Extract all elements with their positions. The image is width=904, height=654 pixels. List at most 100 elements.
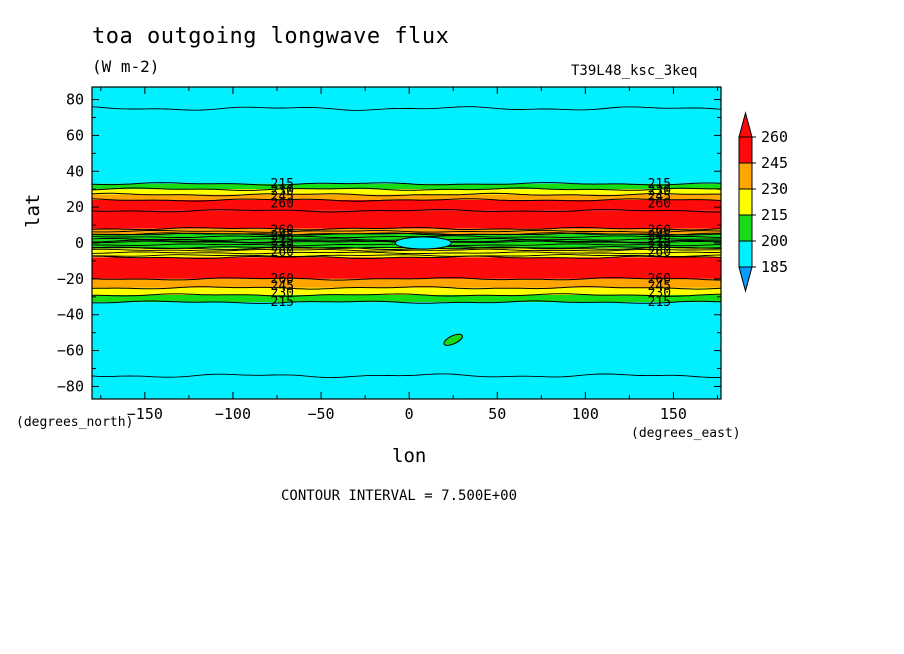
x-axis-unit-label: (degrees_east) — [631, 426, 741, 441]
contour-band — [92, 210, 721, 229]
contour-line — [92, 182, 721, 186]
y-axis-ticks: 80 60 40 20 0 −20 −40 −60 −80 — [57, 91, 721, 395]
y-axis-label: lat — [22, 193, 44, 228]
colorbar-segment — [738, 136, 753, 164]
contour-line — [92, 239, 721, 243]
contour-line — [92, 238, 721, 241]
contour-interval-label: CONTOUR INTERVAL = 7.500E+00 — [281, 488, 518, 504]
contour-label: 215 — [271, 177, 294, 192]
contour-line — [92, 286, 721, 290]
contour-band — [92, 278, 721, 288]
contour-line — [92, 255, 721, 260]
contour-label: 230 — [648, 240, 671, 255]
contour-band — [92, 199, 721, 211]
contour-label: 215 — [648, 177, 671, 192]
contour-label: 260 — [271, 272, 294, 287]
contour-line — [92, 246, 721, 251]
contour-label: 260 — [648, 245, 671, 260]
colorbar-label: 230 — [761, 180, 788, 198]
contour-line — [92, 229, 721, 233]
y-tick-label: 80 — [66, 91, 84, 109]
colorbar-label: 185 — [761, 258, 788, 276]
contour-band — [92, 302, 721, 399]
contour-label: 260 — [271, 197, 294, 212]
contour-line — [92, 300, 721, 304]
filled-contour-bands — [92, 87, 721, 399]
y-tick-label: 20 — [66, 198, 84, 216]
y-tick-label: 60 — [66, 126, 84, 144]
contour-blob — [443, 333, 463, 346]
contour-band — [92, 87, 721, 184]
contour-label: 230 — [271, 286, 294, 301]
contour-label: 260 — [271, 245, 294, 260]
contour-label: 245 — [271, 189, 294, 204]
x-axis-ticks: −150 −100 −50 0 50 100 150 — [100, 87, 718, 423]
y-tick-label: −60 — [57, 342, 84, 360]
contour-label: 260 — [271, 223, 294, 238]
contour-band — [92, 228, 721, 235]
x-axis-label: lon — [392, 445, 427, 467]
colorbar-label: 245 — [761, 154, 788, 172]
contour-label: 260 — [648, 223, 671, 238]
y-tick-label: −20 — [57, 270, 84, 288]
contour-line — [92, 187, 721, 191]
colorbar-segment — [738, 162, 753, 190]
contour-band — [92, 248, 721, 258]
colorbar-label: 200 — [761, 232, 788, 250]
x-tick-label: −50 — [308, 405, 335, 423]
contour-label: 215 — [648, 295, 671, 310]
colorbar-segment — [738, 240, 753, 268]
contour-line — [92, 254, 721, 257]
contour-line — [92, 226, 721, 231]
contour-line — [92, 243, 721, 247]
contour-line — [92, 248, 721, 252]
contour-lines — [92, 106, 721, 379]
contour-line — [92, 106, 721, 111]
contour-line — [92, 251, 721, 255]
contour-line — [92, 373, 721, 379]
contour-line — [92, 246, 721, 249]
contour-band — [92, 241, 721, 249]
plot-frame — [91, 86, 722, 400]
x-tick-label: 100 — [572, 405, 599, 423]
x-tick-label: −100 — [215, 405, 251, 423]
contour-line — [92, 232, 721, 236]
contour-labels: 2152302452602602452152302602602452302152… — [271, 177, 672, 310]
y-tick-label: −80 — [57, 377, 84, 395]
contour-label: 230 — [271, 184, 294, 199]
contour-label: 230 — [271, 240, 294, 255]
y-tick-label: 40 — [66, 162, 84, 180]
colorbar-label: 215 — [761, 206, 788, 224]
contour-line — [92, 277, 721, 281]
contour-blob — [394, 236, 452, 250]
contour-band — [92, 183, 721, 190]
contour-label: 245 — [271, 279, 294, 294]
x-tick-label: 0 — [405, 405, 414, 423]
run-id-label: T39L48_ksc_3keq — [571, 63, 698, 79]
y-tick-label: 0 — [75, 234, 84, 252]
contour-line — [92, 293, 721, 297]
contour-line — [92, 240, 721, 244]
contour-label: 230 — [648, 286, 671, 301]
contour-line — [92, 232, 721, 236]
contour-label: 245 — [648, 229, 671, 244]
contour-label: 245 — [271, 229, 294, 244]
contour-blobs — [394, 236, 463, 346]
contour-band — [92, 257, 721, 279]
contour-line — [92, 198, 721, 202]
contour-band — [92, 295, 721, 303]
colorbar-arrow-top — [738, 111, 753, 138]
contour-label: 230 — [648, 184, 671, 199]
colorbar-label: 260 — [761, 128, 788, 146]
chart-units: (W m-2) — [92, 57, 160, 76]
contour-line — [92, 192, 721, 197]
colorbar-segment — [738, 214, 753, 242]
chart-title: toa outgoing longwave flux — [92, 24, 450, 49]
contour-label: 215 — [648, 234, 671, 249]
colorbar-segment — [738, 188, 753, 216]
y-tick-label: −40 — [57, 306, 84, 324]
contour-band — [92, 287, 721, 295]
colorbar: 260 245 230 215 200 185 — [738, 111, 788, 293]
